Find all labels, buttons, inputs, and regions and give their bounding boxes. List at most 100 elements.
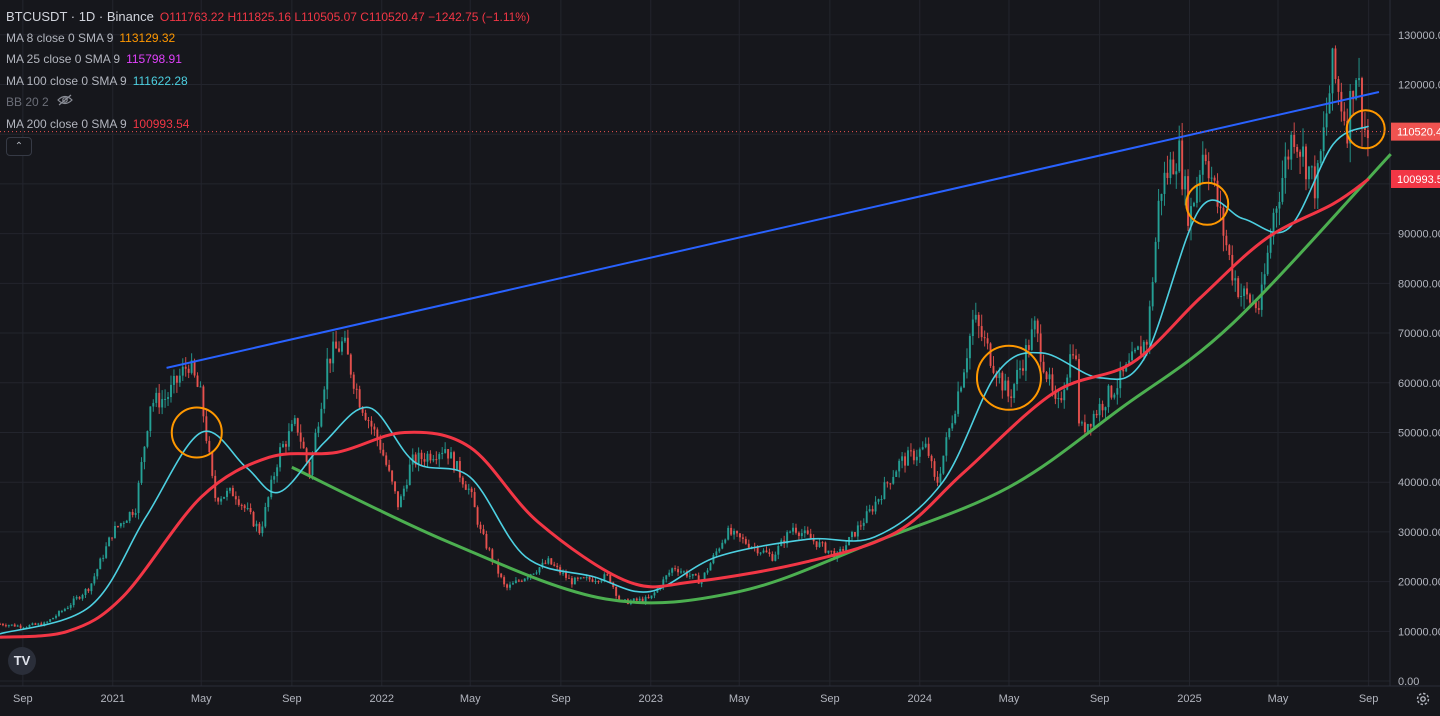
candle-body xyxy=(1278,201,1281,209)
candle-body xyxy=(90,583,93,592)
candle-body xyxy=(986,338,989,344)
tradingview-logo-icon[interactable]: TV xyxy=(8,647,36,675)
candle-body xyxy=(408,464,411,485)
candle-body xyxy=(267,497,270,508)
candle-body xyxy=(1007,380,1010,397)
candle-body xyxy=(1030,329,1033,350)
legend-indicator-bb[interactable]: BB 20 2 xyxy=(6,92,530,114)
highlight-circle[interactable] xyxy=(1345,109,1386,150)
candle-body xyxy=(1010,396,1013,398)
candle-body xyxy=(777,546,780,555)
gear-icon[interactable] xyxy=(1414,690,1432,708)
candle-body xyxy=(1358,78,1361,81)
candle-body xyxy=(1101,403,1104,411)
candle-body xyxy=(240,504,243,506)
candle-body xyxy=(335,341,338,349)
candle-body xyxy=(824,542,827,553)
candle-body xyxy=(895,471,898,477)
candle-body xyxy=(373,426,376,430)
legend-indicator-ma100[interactable]: MA 100 close 0 SMA 9 111622.28 xyxy=(6,71,530,93)
candle-body xyxy=(965,358,968,373)
collapse-legend-button[interactable]: ⌃ xyxy=(6,137,32,156)
candle-body xyxy=(438,454,441,460)
candle-body xyxy=(1237,278,1240,298)
legend-indicator-ma200[interactable]: MA 200 close 0 SMA 9 100993.54 xyxy=(6,114,530,136)
candle-body xyxy=(1083,422,1086,432)
candle-body xyxy=(102,557,105,559)
candle-body xyxy=(853,531,856,537)
candle-body xyxy=(712,555,715,564)
candle-body xyxy=(479,524,482,530)
candle-body xyxy=(1246,288,1249,295)
last-price-label: 110520.4 xyxy=(1397,127,1440,139)
candle-body xyxy=(765,550,768,553)
ma200-line[interactable] xyxy=(0,177,1370,639)
legend-indicator-ma8[interactable]: MA 8 close 0 SMA 9 113129.32 xyxy=(6,28,530,50)
legend-symbol-row[interactable]: BTCUSDT · 1D · Binance O111763.22 H111825… xyxy=(6,6,530,28)
candle-body xyxy=(809,533,812,539)
candle-body xyxy=(1240,295,1243,298)
indicator-name[interactable]: MA 200 close 0 SMA 9 xyxy=(6,116,127,131)
candle-body xyxy=(839,549,842,553)
candle-body xyxy=(1098,403,1101,416)
candle-body xyxy=(632,598,635,601)
candle-body xyxy=(1042,361,1045,373)
indicator-name[interactable]: MA 25 close 0 SMA 9 xyxy=(6,52,121,66)
x-tick-label: May xyxy=(1268,693,1289,705)
indicator-name[interactable]: BB 20 2 xyxy=(6,95,49,109)
candle-body xyxy=(1266,252,1269,275)
candle-body xyxy=(821,542,824,544)
candle-body xyxy=(933,461,936,477)
candle-body xyxy=(827,550,830,553)
candle-body xyxy=(677,569,680,573)
candle-body xyxy=(1086,423,1089,432)
candle-body xyxy=(87,589,90,592)
symbol-title[interactable]: BTCUSDT · 1D · Binance xyxy=(6,9,154,24)
candle-body xyxy=(709,563,712,571)
candle-body xyxy=(22,627,25,629)
candle-body xyxy=(491,549,494,561)
candle-body xyxy=(270,479,273,498)
candle-body xyxy=(279,447,282,468)
candle-body xyxy=(31,623,34,625)
candle-body xyxy=(963,372,966,388)
candle-body xyxy=(246,508,249,510)
candle-body xyxy=(155,392,158,403)
eye-off-icon[interactable] xyxy=(56,92,73,114)
candle-body xyxy=(909,450,912,452)
y-tick-label: 60000.00 xyxy=(1398,378,1440,390)
candle-body xyxy=(603,574,606,581)
candle-body xyxy=(181,366,184,376)
candle-body xyxy=(762,550,765,553)
candle-body xyxy=(1024,345,1027,371)
candle-body xyxy=(1145,341,1148,345)
candle-body xyxy=(1075,355,1078,360)
x-tick-label: Sep xyxy=(282,693,302,705)
x-tick-label: May xyxy=(729,693,750,705)
candle-body xyxy=(511,583,514,585)
highlight-circle[interactable] xyxy=(975,344,1042,411)
candle-body xyxy=(1104,407,1107,411)
candle-body xyxy=(1039,333,1042,362)
candle-body xyxy=(320,408,323,427)
candle-body xyxy=(258,523,261,534)
candle-body xyxy=(1181,140,1184,190)
indicator-name[interactable]: MA 8 close 0 SMA 9 xyxy=(6,30,114,45)
candle-body xyxy=(1033,320,1036,330)
legend-indicator-ma25[interactable]: MA 25 close 0 SMA 9 115798.91 xyxy=(6,49,530,71)
candle-body xyxy=(1027,345,1030,350)
candle-body xyxy=(293,418,296,424)
indicator-name[interactable]: MA 100 close 0 SMA 9 xyxy=(6,73,127,88)
candle-body xyxy=(1142,341,1145,355)
candle-body xyxy=(175,375,178,383)
candle-body xyxy=(417,452,420,465)
resistance-trendline[interactable] xyxy=(166,90,1380,369)
highlight-circle[interactable] xyxy=(170,406,223,459)
candle-body xyxy=(744,538,747,544)
candle-body xyxy=(208,440,211,453)
highlight-circle[interactable] xyxy=(1185,181,1230,226)
candle-body xyxy=(1352,90,1355,100)
candle-body xyxy=(989,343,992,366)
